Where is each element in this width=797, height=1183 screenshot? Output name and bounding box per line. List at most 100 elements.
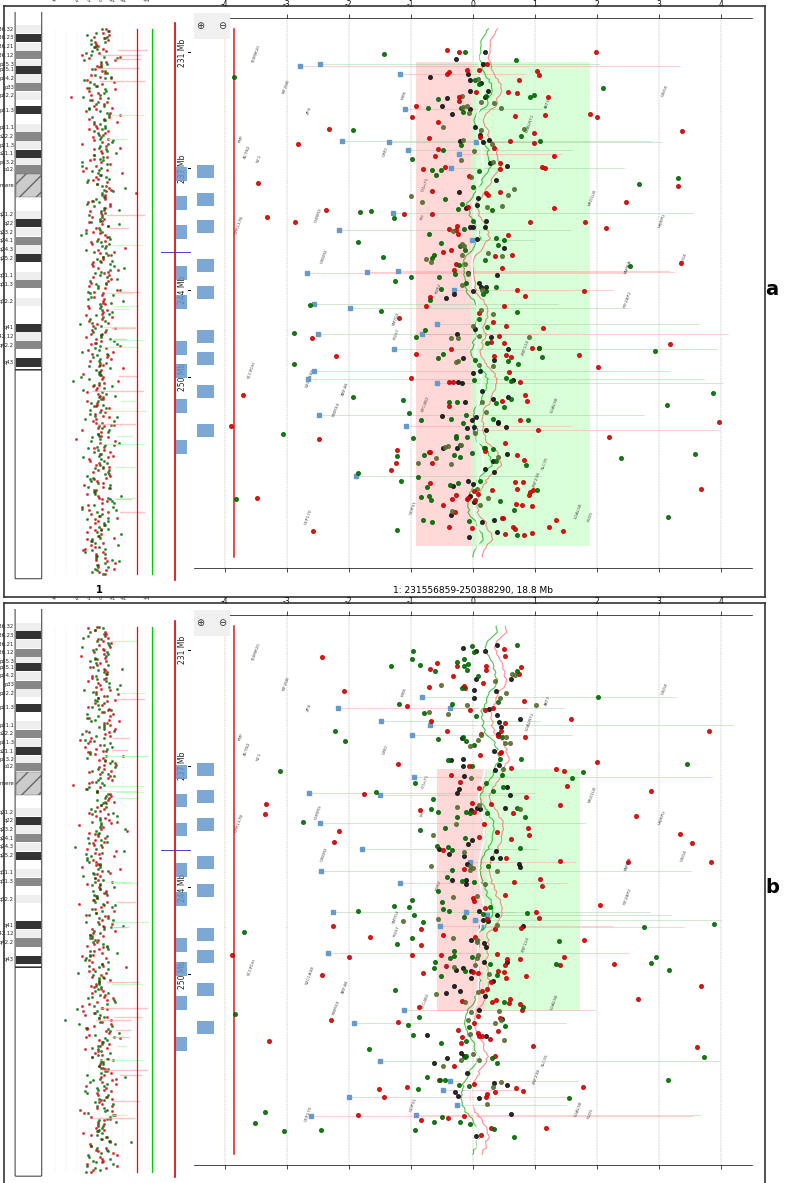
Bar xyxy=(15,358,41,367)
Point xyxy=(347,121,359,140)
Point xyxy=(83,803,96,822)
Point xyxy=(92,980,104,998)
Point xyxy=(490,916,503,935)
Bar xyxy=(15,51,41,59)
Point xyxy=(96,143,108,162)
Point xyxy=(486,993,499,1011)
Point xyxy=(85,344,98,363)
Point xyxy=(446,477,459,496)
Point xyxy=(100,794,112,813)
Text: RYR2: RYR2 xyxy=(435,880,442,892)
Point xyxy=(102,122,115,141)
Point xyxy=(84,536,97,555)
Text: p36.23: p36.23 xyxy=(0,633,14,638)
Point xyxy=(99,111,112,130)
Point xyxy=(506,517,519,536)
Point xyxy=(100,468,112,487)
Point xyxy=(98,231,111,250)
Point xyxy=(88,621,101,640)
Point xyxy=(458,43,471,62)
Point xyxy=(102,764,115,783)
Point xyxy=(512,355,524,374)
Point xyxy=(100,1022,112,1041)
Point xyxy=(470,407,483,426)
Point xyxy=(441,89,453,108)
Point xyxy=(446,887,459,906)
Point xyxy=(501,777,513,796)
Point xyxy=(79,1082,92,1101)
Point xyxy=(97,703,110,722)
Point xyxy=(88,375,100,394)
Point xyxy=(91,379,104,397)
Point xyxy=(685,834,698,853)
Point xyxy=(99,402,112,421)
Point xyxy=(491,705,504,724)
Point xyxy=(472,484,485,503)
Point xyxy=(95,222,108,241)
Point xyxy=(94,253,107,272)
Point xyxy=(492,1022,505,1041)
Point xyxy=(90,503,103,522)
Point xyxy=(104,918,117,937)
Point xyxy=(442,63,455,82)
Bar xyxy=(15,106,41,115)
Point xyxy=(488,1073,501,1092)
Point xyxy=(84,284,96,303)
Point xyxy=(469,117,481,136)
Point xyxy=(474,362,487,381)
Point xyxy=(84,1107,97,1126)
Text: q23.2: q23.2 xyxy=(0,827,14,832)
Point xyxy=(461,419,473,438)
Bar xyxy=(15,280,41,289)
Point xyxy=(392,309,405,328)
Point xyxy=(94,820,107,839)
Point xyxy=(440,289,453,308)
Point xyxy=(104,196,116,215)
Point xyxy=(288,323,300,342)
Point xyxy=(101,509,114,528)
Point xyxy=(251,489,264,508)
Point xyxy=(453,256,465,274)
Point xyxy=(519,807,532,826)
Point xyxy=(577,1078,590,1097)
Point xyxy=(96,619,109,638)
Point xyxy=(629,807,642,826)
Point xyxy=(437,140,450,159)
Point xyxy=(113,105,126,124)
Point xyxy=(98,64,111,83)
Point xyxy=(94,836,107,855)
Point xyxy=(82,439,95,458)
Point xyxy=(316,965,328,984)
Point xyxy=(95,998,108,1017)
Bar xyxy=(15,842,41,851)
Point xyxy=(98,625,111,644)
Point xyxy=(86,864,99,883)
Point xyxy=(445,454,457,473)
Point xyxy=(81,523,94,542)
Point xyxy=(92,392,104,411)
Point xyxy=(80,71,93,90)
Text: ERO1LB: ERO1LB xyxy=(588,188,598,206)
Text: a: a xyxy=(765,280,778,299)
Point xyxy=(405,108,418,127)
Point xyxy=(92,969,105,988)
Point xyxy=(97,534,110,552)
Point xyxy=(103,733,116,752)
Point xyxy=(90,783,103,802)
Point xyxy=(510,51,523,70)
Point xyxy=(505,670,517,689)
Point xyxy=(95,325,108,344)
Point xyxy=(100,1039,113,1058)
Point xyxy=(104,350,117,369)
Point xyxy=(497,334,510,353)
Point xyxy=(76,421,88,440)
Point xyxy=(481,910,493,929)
Point xyxy=(81,848,94,867)
Point xyxy=(102,678,115,697)
Point xyxy=(456,234,469,253)
Text: p35.1: p35.1 xyxy=(0,67,14,72)
Point xyxy=(91,460,104,479)
Point xyxy=(416,192,429,211)
Bar xyxy=(15,648,41,657)
Point xyxy=(105,752,118,771)
